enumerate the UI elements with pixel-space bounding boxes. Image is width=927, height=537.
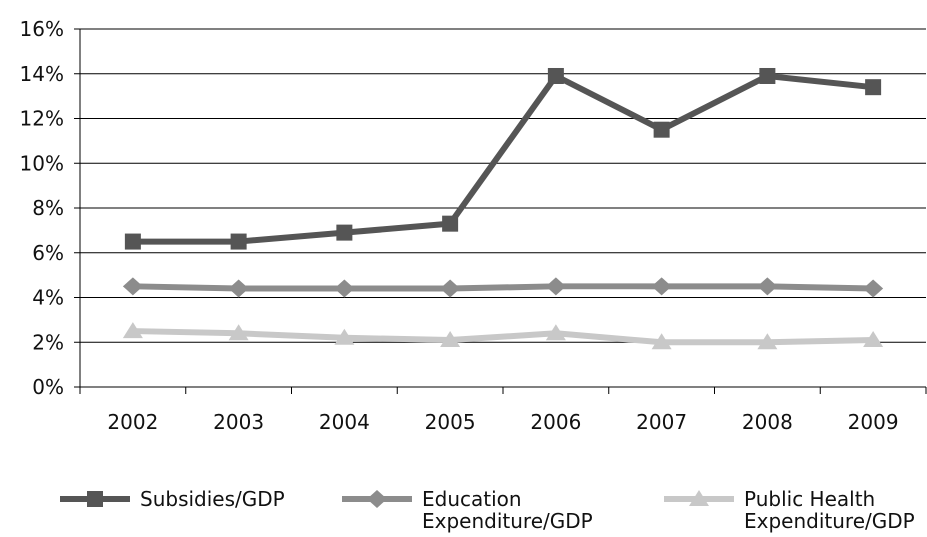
data-point [124, 233, 141, 250]
y-tick-label: 2% [32, 330, 64, 354]
x-tick-label: 2007 [636, 410, 687, 434]
y-tick-label: 0% [32, 375, 64, 399]
x-axis-ticks: 2002 2003 2004 2005 2006 2007 2008 2009 [79, 387, 927, 434]
data-point [440, 331, 461, 348]
y-tick-label: 4% [32, 286, 64, 310]
series-1 [122, 277, 884, 298]
data-point [228, 324, 249, 341]
y-tick-label: 10% [20, 151, 64, 175]
y-tick-label: 12% [20, 107, 64, 131]
data-point [863, 279, 884, 298]
y-tick-label: 14% [20, 62, 64, 86]
legend-swatch-public-health [664, 490, 734, 506]
series-layer [122, 67, 884, 350]
legend-marker [87, 491, 103, 507]
legend-swatch-education [342, 490, 412, 508]
x-tick-label: 2008 [742, 410, 793, 434]
data-point [651, 333, 672, 350]
y-axis-ticks: 0% 2% 4% 6% 8% 10% 12% 14% 16% [20, 17, 80, 399]
data-point [865, 79, 882, 96]
legend-label-public-health: Public Health Expenditure/GDP [744, 487, 915, 533]
line-chart: 0%2%4%6%8%10%12%14%16% 2002 2003 2004 2005 2… [20, 17, 927, 434]
legend-item-public-health: Public Health Expenditure/GDP [664, 488, 927, 532]
legend-marker [367, 490, 387, 508]
y-tick-label: 16% [20, 17, 64, 41]
data-point [757, 277, 778, 296]
series-line [132, 328, 874, 346]
legend-swatch-subsidies [60, 491, 130, 507]
data-point [759, 67, 776, 84]
legend-marker [689, 490, 709, 506]
data-point [545, 277, 566, 296]
legend-item-education: Education Expenditure/GDP [342, 488, 642, 532]
x-tick-label: 2003 [213, 410, 264, 434]
x-tick-label: 2002 [107, 410, 158, 434]
y-tick-label: 8% [32, 196, 64, 220]
gridlines [80, 28, 926, 343]
data-point [122, 277, 143, 296]
data-point [228, 279, 249, 298]
data-point [230, 233, 247, 250]
data-point [653, 121, 670, 138]
series-2 [122, 322, 884, 350]
x-tick-label: 2005 [425, 410, 476, 434]
data-point [334, 328, 355, 345]
legend-label-education: Education Expenditure/GDP [422, 487, 593, 533]
series-line [132, 283, 874, 292]
data-point [651, 277, 672, 296]
x-tick-label: 2004 [319, 410, 370, 434]
data-point [757, 333, 778, 350]
data-point [440, 279, 461, 298]
data-point [863, 331, 884, 348]
x-tick-label: 2006 [530, 410, 581, 434]
data-point [336, 224, 353, 241]
data-point [547, 67, 564, 84]
y-tick-label: 6% [32, 241, 64, 265]
data-point [545, 324, 566, 341]
legend-label-subsidies: Subsidies/GDP [140, 487, 285, 511]
legend-item-subsidies: Subsidies/GDP [60, 488, 340, 510]
series-0 [124, 67, 882, 250]
data-point [442, 215, 459, 232]
data-point [334, 279, 355, 298]
x-tick-label: 2009 [848, 410, 899, 434]
data-point [122, 322, 143, 339]
series-line [132, 72, 874, 245]
